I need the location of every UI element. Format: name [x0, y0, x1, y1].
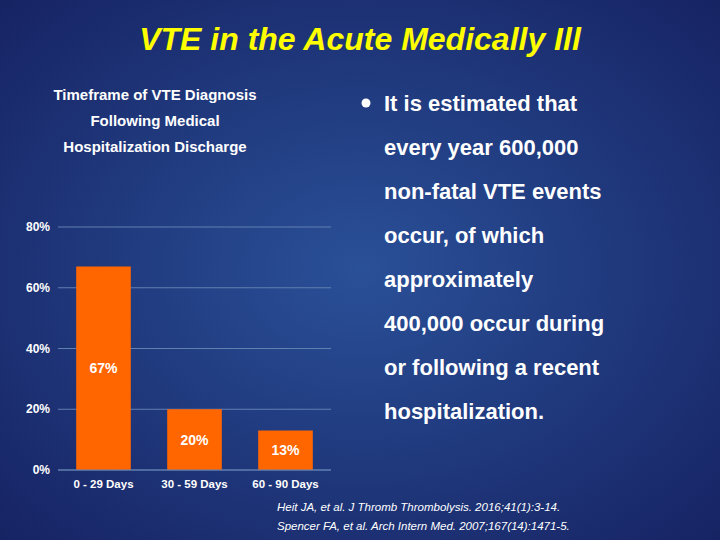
bar [76, 266, 131, 470]
subtitle: Timeframe of VTE Diagnosis [53, 86, 256, 103]
grid-line [58, 470, 331, 471]
grid [58, 227, 331, 470]
data-label: 20% [180, 432, 209, 448]
footnote: Heit JA, et al. J Thromb Thrombolysis. 2… [277, 501, 560, 513]
y-tick-label: 40% [26, 342, 50, 356]
bars [76, 266, 313, 470]
annotation: 400,000 occur during [384, 311, 604, 336]
grid-line [58, 227, 331, 228]
y-tick-label: 60% [26, 281, 50, 295]
x-tick-label: 0 - 29 Days [73, 478, 133, 490]
bar [167, 409, 222, 470]
annotation: every year 600,000 [384, 135, 579, 160]
y-tick-label: 0% [33, 463, 51, 477]
annotation: or following a recent [384, 355, 600, 380]
data-label: 13% [271, 442, 300, 458]
annotation: It is estimated that [384, 91, 578, 116]
footnote: Spencer FA, et al. Arch Intern Med. 2007… [277, 520, 570, 532]
y-tick-label: 20% [26, 402, 50, 416]
bar [258, 431, 313, 470]
data-label: 67% [89, 360, 118, 376]
bullet [362, 99, 371, 108]
subtitle: Hospitalization Discharge [63, 138, 246, 155]
y-tick-label: 80% [26, 220, 50, 234]
annotation: occur, of which [384, 223, 544, 248]
annotation: hospitalization. [384, 399, 544, 424]
annotation: non-fatal VTE events [384, 179, 602, 204]
annotation: approximately [384, 267, 534, 292]
title: VTE in the Acute Medically Ill [139, 21, 582, 57]
x-tick-label: 60 - 90 Days [252, 478, 319, 490]
x-tick-label: 30 - 59 Days [161, 478, 228, 490]
background [0, 0, 720, 540]
subtitle: Following Medical [90, 112, 219, 129]
x-axis-line [58, 470, 331, 471]
chart-root: VTE in the Acute Medically Ill Timeframe … [0, 0, 720, 540]
